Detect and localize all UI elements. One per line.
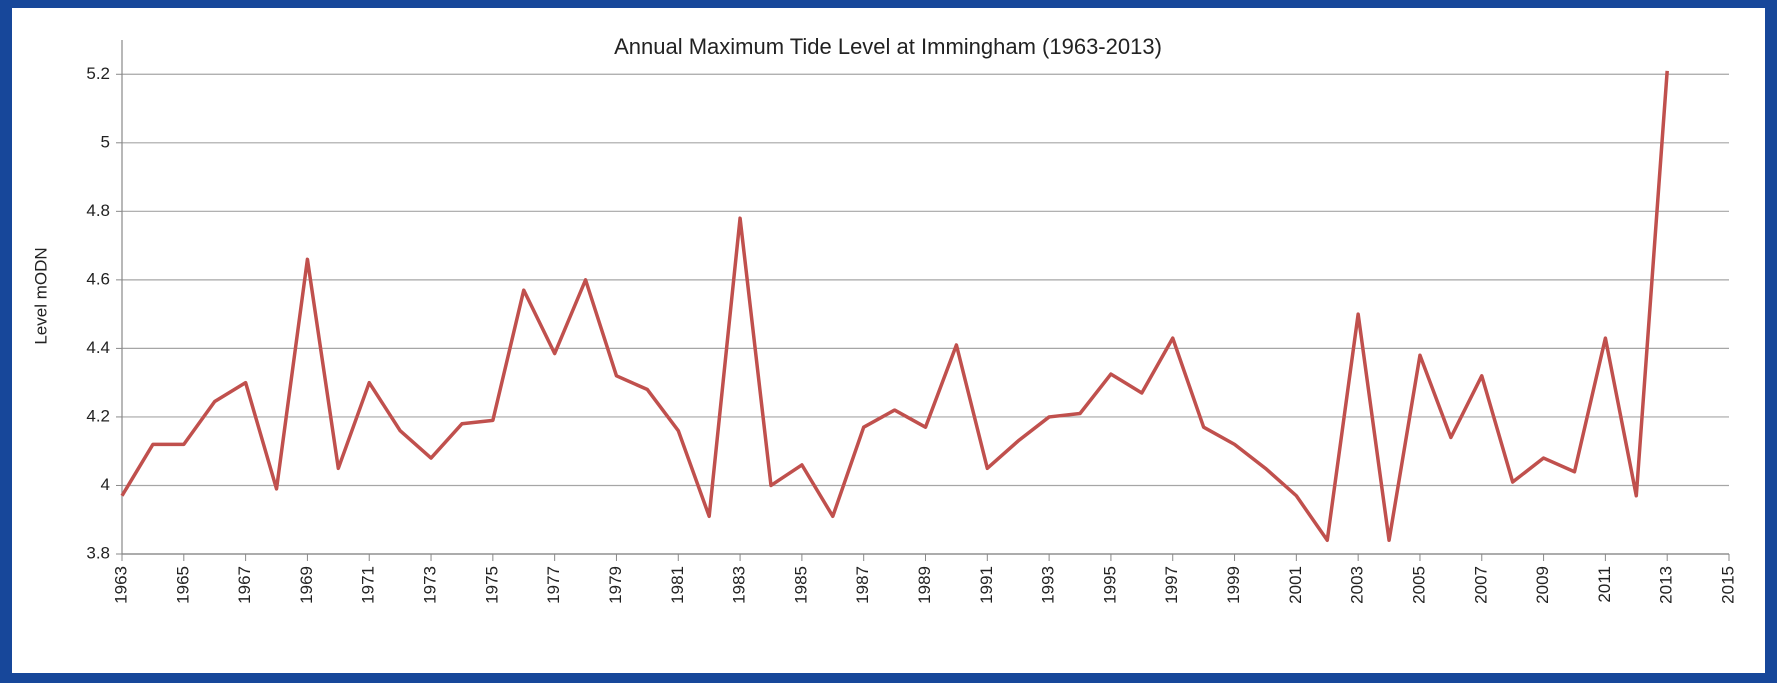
y-tick-label: 5: [101, 132, 110, 151]
data-line: [120, 70, 1669, 543]
x-tick-label: 2007: [1471, 566, 1490, 604]
chart-title: Annual Maximum Tide Level at Immingham (…: [614, 34, 1162, 59]
x-tick-label: 1965: [173, 566, 192, 604]
x-tick-label: 2003: [1348, 566, 1367, 604]
x-tick-label: 1973: [421, 566, 440, 604]
x-tick-label: 1991: [977, 566, 996, 604]
y-tick-label: 4.8: [86, 201, 110, 220]
x-tick-label: 2013: [1657, 566, 1676, 604]
x-tick-label: 1999: [1224, 566, 1243, 604]
x-tick-label: 1995: [1100, 566, 1119, 604]
x-tick-label: 1993: [1039, 566, 1058, 604]
y-axis-label: Level mODN: [31, 247, 50, 344]
y-tick-label: 4.2: [86, 406, 110, 425]
x-tick-label: 1979: [606, 566, 625, 604]
x-tick-label: 1969: [297, 566, 316, 604]
y-tick-label: 5.2: [86, 64, 110, 83]
x-tick-label: 1977: [544, 566, 563, 604]
x-tick-label: 1983: [730, 566, 749, 604]
x-tick-label: 1989: [915, 566, 934, 604]
x-tick-label: 1981: [668, 566, 687, 604]
x-tick-label: 2001: [1286, 566, 1305, 604]
y-tick-label: 4.4: [86, 338, 110, 357]
x-tick-label: 1997: [1162, 566, 1181, 604]
x-tick-label: 1967: [235, 566, 254, 604]
x-tick-label: 2009: [1533, 566, 1552, 604]
x-tick-label: 1971: [359, 566, 378, 604]
y-tick-label: 4.6: [86, 269, 110, 288]
x-tick-label: 1963: [111, 566, 130, 604]
y-tick-label: 3.8: [86, 543, 110, 562]
x-tick-label: 2015: [1718, 566, 1737, 604]
x-tick-label: 1985: [791, 566, 810, 604]
x-tick-label: 1975: [482, 566, 501, 604]
chart-frame: [12, 8, 1765, 673]
x-tick-label: 2011: [1595, 566, 1614, 603]
y-tick-label: 4: [101, 475, 110, 494]
x-tick-label: 2005: [1409, 566, 1428, 604]
x-tick-label: 1987: [853, 566, 872, 604]
